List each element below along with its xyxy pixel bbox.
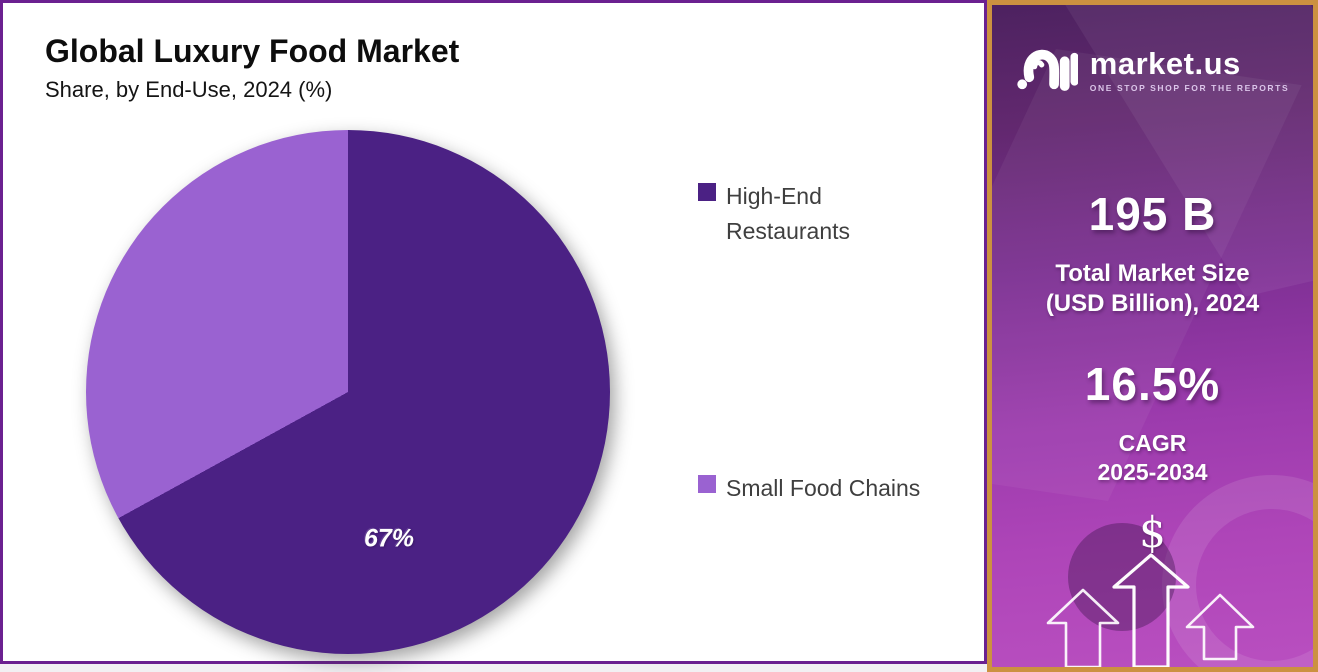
pie-slice-data-label: 67% [363,524,415,553]
legend-label: Small Food Chains [726,475,921,501]
chart-panel: Global Luxury Food Market Share, by End-… [0,0,987,664]
growth-arrows-icon [1046,553,1255,667]
brand-tagline: ONE STOP SHOP FOR THE REPORTS [1089,83,1290,93]
cagr-value: 16.5% [1084,358,1221,410]
total-market-size-caption-line1: Total Market Size [1055,260,1250,287]
dollar-icon: $ [1139,508,1166,557]
pie-circle [86,130,610,654]
legend-item-small-food-chains: Small Food Chains [698,471,920,506]
legend-label: High-End Restaurants [726,183,851,244]
cagr-caption-line1: CAGR [1118,430,1187,456]
total-market-size-caption-line2: (USD Billion), 2024 [1045,290,1260,317]
growth-arrow-icon [1046,588,1120,667]
legend-swatch-icon [698,475,716,493]
pie-chart: 67% [86,130,610,654]
growth-arrow-icon [1112,553,1190,667]
cagr-caption-line2: 2025-2034 [1097,459,1208,485]
legend-item-high-end-restaurants: High-End Restaurants [698,179,886,249]
total-market-size-caption: Total Market Size (USD Billion), 2024 [992,259,1313,319]
chart-subtitle: Share, by End-Use, 2024 (%) [45,77,333,102]
brand-name: market.us [1089,46,1241,81]
chart-title: Global Luxury Food Market [45,33,460,69]
brand-sidebar: market.us ONE STOP SHOP FOR THE REPORTS … [987,0,1318,672]
legend-swatch-icon [698,183,716,201]
market-us-logo-mark-icon [1017,49,1078,91]
market-us-logo: market.us ONE STOP SHOP FOR THE REPORTS [992,43,1313,99]
cagr-caption: CAGR 2025-2034 [992,429,1313,487]
growth-arrow-icon [1185,593,1255,661]
total-market-size-value: 195 B [1088,188,1217,240]
